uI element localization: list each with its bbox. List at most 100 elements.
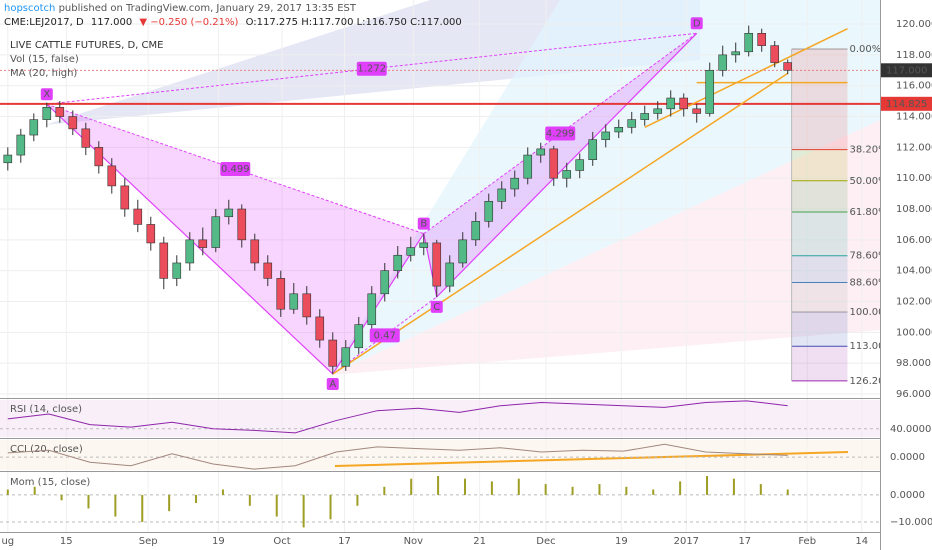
- indicator-bar: [87, 494, 90, 509]
- legend-entry: MA (20, high): [10, 68, 77, 79]
- candle-body: [770, 45, 780, 63]
- indicator-name: RSI (14, close): [10, 404, 82, 415]
- y-tick-label: 102.000: [896, 297, 932, 308]
- fib-label: 38.20%: [850, 145, 888, 156]
- ratio-box: [356, 61, 387, 76]
- indicator-bar: [732, 478, 735, 495]
- pattern-label: A: [329, 379, 336, 390]
- indicator-bar: [33, 486, 36, 495]
- candle-body: [380, 270, 390, 295]
- ratio-label: 4.299: [546, 128, 575, 139]
- candle-body: [588, 139, 598, 160]
- candle-body: [523, 154, 533, 179]
- candle-body: [744, 32, 754, 53]
- y-tick-label: 120.000: [896, 19, 932, 30]
- fib-zone: [791, 311, 848, 347]
- candle-body: [146, 224, 156, 244]
- pattern-leg: [423, 32, 698, 235]
- fib-zone: [791, 180, 848, 212]
- y-tick-label: 108.000: [896, 204, 932, 215]
- indicator-bar: [786, 489, 789, 495]
- candle-body: [198, 239, 208, 248]
- symbol: CME:LEJ2017, D: [4, 17, 84, 28]
- ratio-label: 0.499: [221, 164, 250, 175]
- candle-body: [510, 177, 520, 190]
- fib-label: 50.00%: [850, 176, 888, 187]
- ratio-box: [545, 126, 576, 141]
- indicator-bar: [383, 486, 386, 495]
- indicator-bar: [141, 494, 144, 522]
- last: 117.000: [91, 17, 132, 28]
- indicator-bar: [490, 481, 493, 495]
- indicator-bar: [114, 494, 117, 517]
- price-label: 114.825: [886, 99, 927, 110]
- pattern-label-box: [690, 17, 703, 30]
- y-tick-label: 98.000: [896, 358, 931, 369]
- candle-body: [250, 239, 260, 264]
- fib-zone: [791, 49, 848, 150]
- candle-body: [445, 262, 455, 287]
- indicator-bar: [195, 494, 198, 504]
- x-tick-label: 15: [60, 536, 73, 547]
- candle-body: [458, 239, 468, 264]
- indicator-bar: [410, 478, 413, 495]
- x-tick-label: Sep: [139, 536, 158, 547]
- candle-body: [55, 106, 65, 117]
- candle-body: [107, 165, 117, 187]
- candle-body: [354, 324, 364, 349]
- y-tick-label: 106.000: [896, 235, 932, 246]
- fan-zone: [330, 0, 880, 375]
- y-tick-label: 112.000: [896, 142, 932, 153]
- candle-body: [302, 293, 312, 318]
- candle-body: [419, 242, 429, 248]
- price-label-box: [881, 96, 932, 111]
- candle-body: [679, 97, 689, 110]
- candle-body: [276, 278, 286, 310]
- ratio-label: 0.47: [374, 330, 396, 341]
- y-tick-label: 96.000: [896, 389, 931, 400]
- candle-body: [224, 208, 234, 218]
- pattern-leg: [46, 103, 424, 235]
- change: ▼ −0.250 (−0.21%): [139, 17, 238, 28]
- indicator-line: [7, 400, 788, 434]
- y-tick-label: 0.0000: [890, 490, 925, 501]
- indicator-bar: [437, 475, 440, 495]
- candle-body: [731, 51, 741, 56]
- candle-body: [393, 254, 403, 271]
- indicator-bar: [356, 494, 359, 506]
- candle-body: [575, 159, 585, 171]
- fib-label: 78.60%: [850, 251, 888, 262]
- candle-body: [640, 113, 650, 120]
- candle-body: [315, 316, 325, 341]
- ohlc: O:117.275 H:117.700 L:116.750 C:117.000: [246, 17, 462, 28]
- x-tick-label: Dec: [536, 536, 555, 547]
- indicator-name: CCI (20, close): [10, 444, 83, 455]
- main-pane: 0.00% 38.20% 50.00% 61.80% 78.60% 88.60% 100.0…: [0, 0, 894, 532]
- fib-zone: [791, 149, 848, 181]
- candle-body: [172, 262, 182, 279]
- price-axis: [880, 0, 932, 550]
- indicator-bar: [463, 478, 466, 495]
- indicator-bar: [60, 494, 63, 501]
- y-tick-label: 110.000: [896, 173, 932, 184]
- candle-body: [757, 32, 767, 46]
- candle-body: [627, 119, 637, 128]
- chart-title: LIVE CATTLE FUTURES, D, CME: [10, 40, 163, 51]
- indicator-panes: RSI (14, close) CCI (20, close) Mom (15, c…: [0, 400, 880, 528]
- header: hopscotch published on TradingView.com, …: [4, 3, 357, 14]
- x-tick-label: Feb: [798, 536, 816, 547]
- pattern-label: X: [43, 89, 50, 100]
- ratio-box: [220, 161, 251, 176]
- author: hopscotch: [4, 3, 55, 14]
- pattern-label: B: [420, 219, 427, 230]
- candle-body: [471, 221, 481, 241]
- indicator-bar: [571, 486, 574, 495]
- candle-body: [484, 201, 494, 222]
- candle-body: [406, 247, 416, 256]
- x-tick-label: 21: [473, 536, 486, 547]
- x-tick-label: 19: [615, 536, 628, 547]
- candle-body: [94, 147, 104, 167]
- candle-body: [328, 339, 338, 367]
- fib-zone: [791, 346, 848, 381]
